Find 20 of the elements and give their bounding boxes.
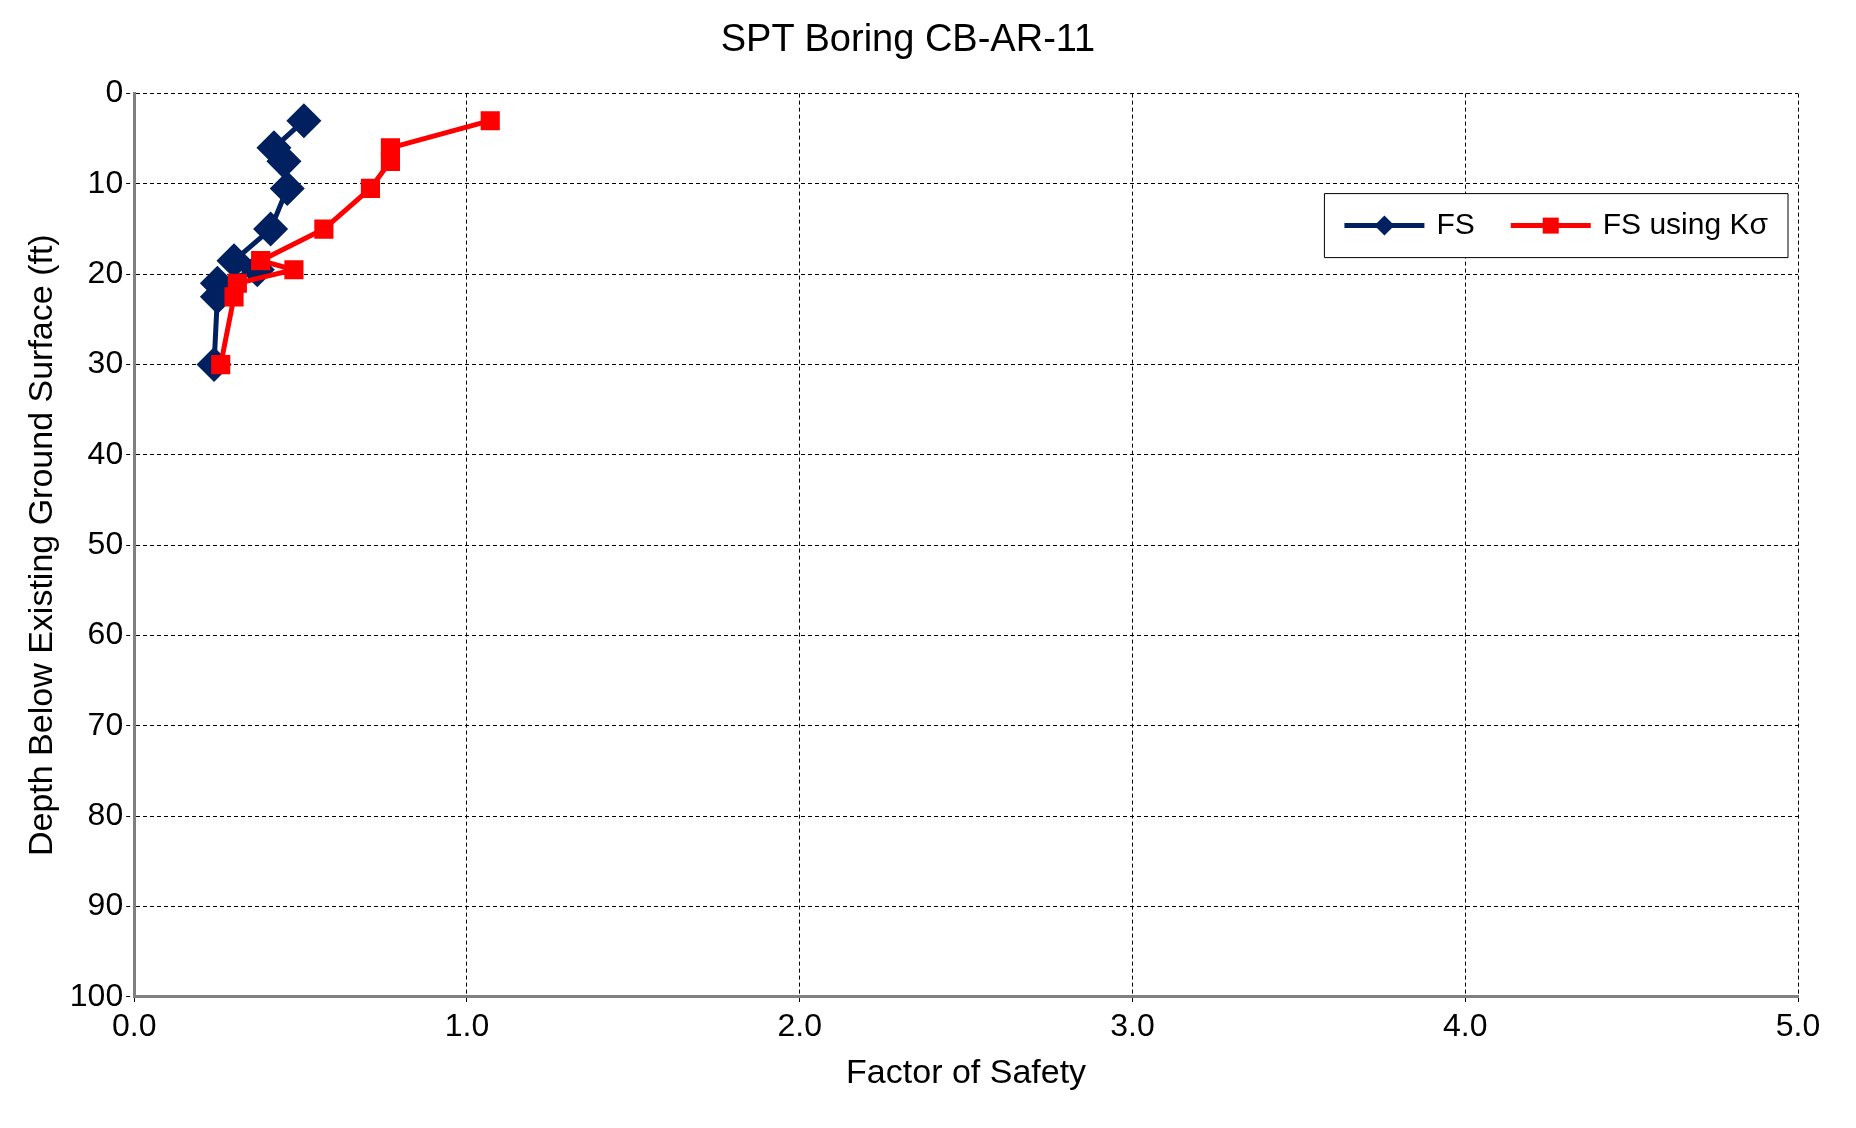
y-axis-title: Depth Below Existing Ground Surface (ft): [20, 234, 59, 857]
x-tick-label: 2.0: [777, 1006, 822, 1043]
y-tick-label: 80: [87, 795, 124, 832]
y-tick-label: 20: [87, 254, 124, 291]
y-tick-label: 70: [87, 705, 124, 742]
x-tick-label: 1.0: [444, 1006, 490, 1043]
y-tick-label: 50: [87, 525, 124, 562]
legend-label: FS: [1436, 206, 1475, 240]
x-tick-label: 4.0: [1443, 1006, 1488, 1043]
chart-title: SPT Boring CB-AR-11: [720, 17, 1096, 60]
x-tick-label: 3.0: [1110, 1006, 1155, 1043]
x-tick-label: 5.0: [1775, 1006, 1821, 1043]
y-tick-label: 0: [105, 73, 124, 110]
y-tick-label: 60: [87, 615, 124, 652]
legend-label: FS using Kσ: [1602, 206, 1769, 240]
y-tick-label: 40: [87, 434, 124, 471]
y-tick-label: 90: [87, 886, 124, 923]
y-tick-label: 30: [87, 344, 124, 381]
y-tick-label: 10: [87, 163, 124, 200]
x-axis-title: Factor of Safety: [846, 1051, 1087, 1090]
